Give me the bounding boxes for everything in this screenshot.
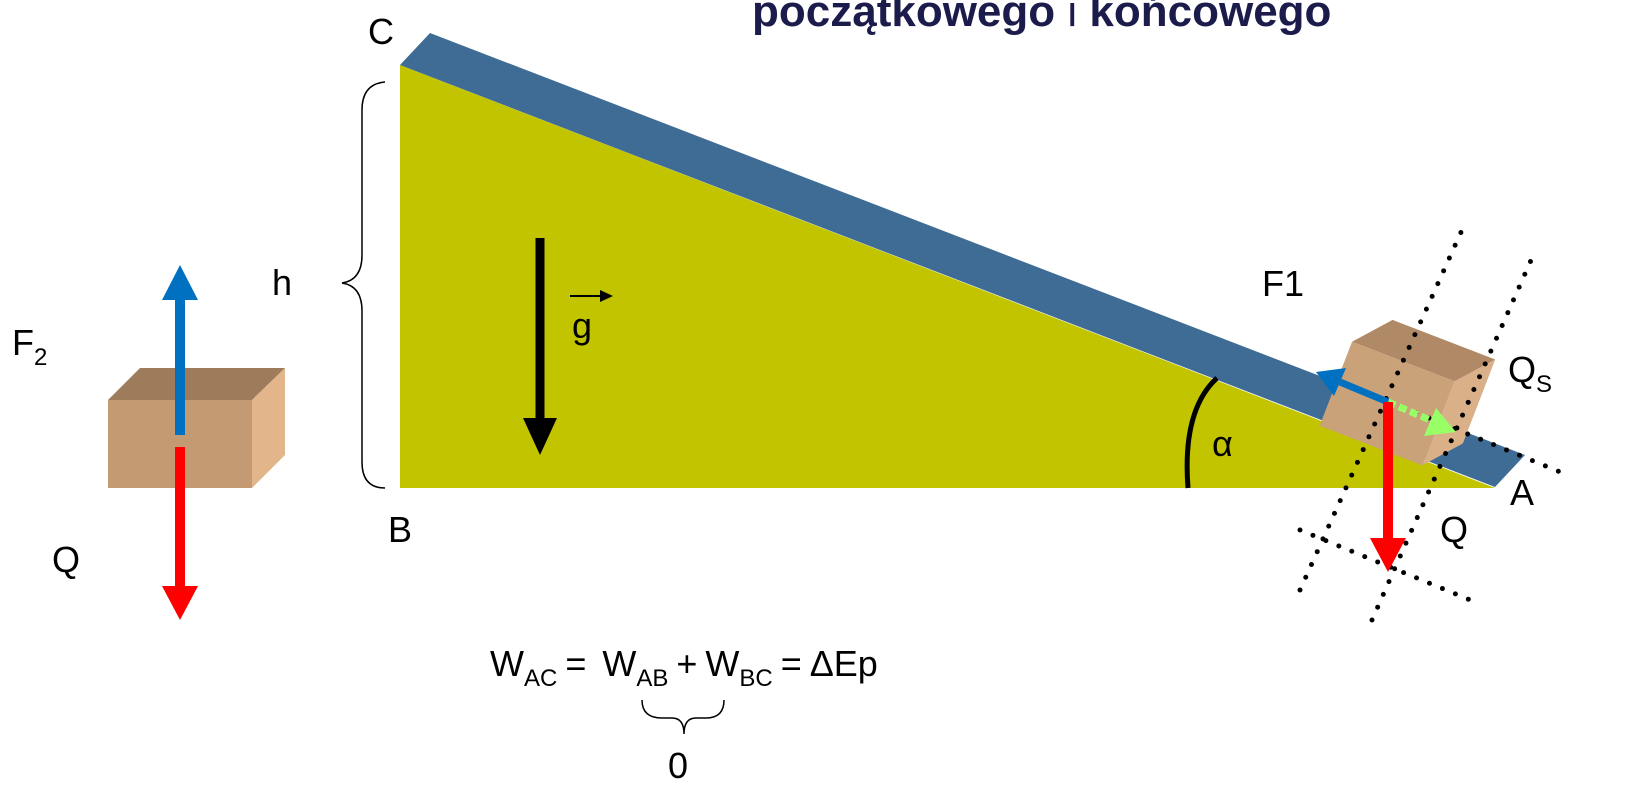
point-label: C [368,11,394,52]
box-top [1352,319,1496,382]
formula: WAC = WAB + WBC = ΔEp [490,643,878,692]
weight-arrowhead [162,586,198,620]
label-sub: S [1536,371,1552,398]
box-side [1422,359,1496,466]
under-brace [641,699,725,735]
title-part: końcowego [1089,0,1331,36]
operator: = [565,643,586,684]
force-label: F1 [1262,263,1304,304]
operator: = [781,643,802,684]
weight-label: Q [52,539,80,580]
friction-arrowhead [1316,368,1346,396]
term: W [602,643,636,684]
gravity-label: g [572,305,592,346]
term-sub: BC [739,665,772,692]
incline-body [400,65,1495,488]
height-label: h [272,262,292,303]
angle-label: α [1212,423,1233,464]
term-sub: AB [636,665,668,692]
term-sub: AC [524,665,557,692]
operator: + [676,643,697,684]
label-sub: 2 [34,344,47,371]
label-base: F [12,322,34,363]
force-label: F2 [12,322,47,371]
angle-arc [1184,376,1219,489]
title-part: i [1067,0,1077,36]
box-top [108,368,285,400]
title: początkowego i końcowego [752,0,1331,36]
label-base: Q [1508,349,1536,390]
dotted-line [1297,227,1465,593]
dotted-line [1369,255,1535,623]
title-part: początkowego [752,0,1055,36]
parallel-arrowhead [1424,408,1456,436]
parallel-arrow [1386,398,1432,424]
incline-surface [400,33,1525,487]
friction-arrow [1338,378,1390,406]
force-arrowhead [162,265,198,300]
weight-arrowhead [1370,538,1406,572]
term: W [490,643,524,684]
point-label: A [1510,472,1534,513]
point-label: B [388,509,412,550]
gravity-arrowhead [523,418,557,455]
height-brace [341,81,386,489]
weight-label: Q [1440,509,1468,550]
under-label: 0 [668,745,688,786]
term: ΔEp [810,643,878,684]
component-label: QS [1508,349,1552,398]
box-side [252,368,285,488]
vector-bar-head [600,290,613,302]
term: W [705,643,739,684]
